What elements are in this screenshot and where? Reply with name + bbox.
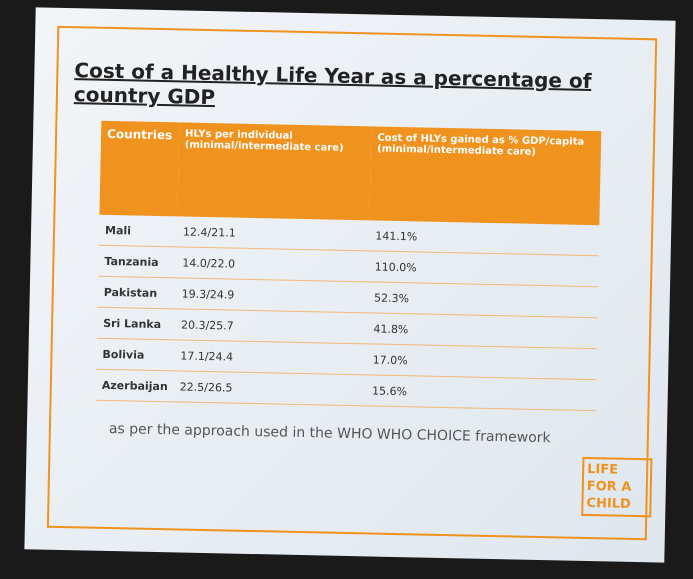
table-cell: 19.3/24.9: [175, 277, 369, 313]
table-cell: Azerbaijan: [95, 369, 175, 402]
table-cell: Sri Lanka: [96, 307, 176, 340]
table-cell: 12.4/21.1: [176, 216, 370, 251]
table-cell: 41.8%: [367, 312, 598, 349]
table-cell: Bolivia: [96, 338, 175, 371]
logo-line: CHILD: [586, 496, 631, 512]
table-cell: 52.3%: [367, 281, 599, 318]
table-cell: 14.0/22.0: [176, 246, 370, 282]
table-cell: Tanzania: [98, 245, 177, 278]
table-cell: Pakistan: [97, 276, 177, 309]
table-cell: 20.3/25.7: [174, 308, 368, 344]
logo-line: FOR A: [586, 479, 632, 495]
data-table: Countries HLYs per individual (minimal/in…: [95, 120, 602, 411]
header-row: Countries HLYs per individual (minimal/in…: [99, 120, 602, 226]
slide: Cost of a Healthy Life Year as a percent…: [24, 7, 676, 563]
table-cell: 110.0%: [368, 250, 599, 287]
table-cell: Mali: [98, 214, 178, 247]
table-cell: 17.1/24.4: [174, 339, 368, 375]
header-cell: Cost of HLYs gained as % GDP/capita (min…: [369, 126, 602, 226]
header-cell: Countries: [99, 120, 180, 217]
logo: LIFE FOR A CHILD: [581, 456, 653, 518]
table-cell: 15.6%: [365, 374, 597, 411]
logo-line: LIFE: [587, 462, 619, 478]
header-cell: HLYs per individual (minimal/intermediat…: [177, 122, 372, 221]
table-cell: 22.5/26.5: [173, 370, 367, 406]
table-cell: 141.1%: [369, 220, 600, 256]
table-cell: 17.0%: [366, 343, 597, 380]
